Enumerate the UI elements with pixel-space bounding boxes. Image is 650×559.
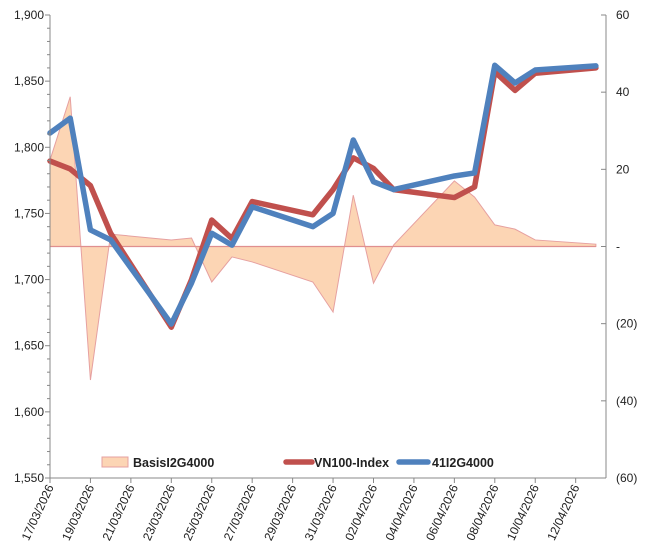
right-axis-tick-label: 20 bbox=[616, 162, 630, 176]
x-axis-tick-label: 10/04/2026 bbox=[504, 482, 542, 543]
x-axis-tick-label: 19/03/2026 bbox=[59, 482, 97, 543]
x-axis-tick-label: 21/03/2026 bbox=[100, 482, 138, 543]
right-axis-tick-label: - bbox=[616, 240, 620, 254]
x-axis-tick-label: 12/04/2026 bbox=[544, 482, 582, 543]
left-axis-tick-label: 1,550 bbox=[14, 471, 44, 485]
x-axis-tick-label: 29/03/2026 bbox=[261, 482, 299, 543]
legend-swatch-basis bbox=[101, 456, 129, 468]
x-axis-tick-label: 23/03/2026 bbox=[140, 482, 178, 543]
right-axis-tick-label: 40 bbox=[616, 85, 630, 99]
left-axis-tick-label: 1,800 bbox=[14, 140, 44, 154]
x-axis-tick-label: 17/03/2026 bbox=[19, 482, 57, 543]
right-axis-tick-label: 60 bbox=[616, 8, 630, 22]
left-axis-tick-label: 1,750 bbox=[14, 206, 44, 220]
x-axis-tick-label: 27/03/2026 bbox=[221, 482, 259, 543]
legend-label-basis: BasisI2G4000 bbox=[133, 456, 214, 470]
x-axis-tick-label: 06/04/2026 bbox=[423, 482, 461, 543]
legend: BasisI2G4000 VN100-Index 41I2G4000 bbox=[101, 456, 494, 470]
left-axis-tick-label: 1,700 bbox=[14, 273, 44, 287]
x-axis-tick-label: 02/04/2026 bbox=[342, 482, 380, 543]
x-axis-tick-label: 08/04/2026 bbox=[463, 482, 501, 543]
right-axis-tick-label: (20) bbox=[616, 317, 637, 331]
left-axis-tick-label: 1,900 bbox=[14, 8, 44, 22]
right-axis-tick-label: (60) bbox=[616, 471, 637, 485]
x-axis-tick-label: 31/03/2026 bbox=[302, 482, 340, 543]
x-axis-tick-label: 04/04/2026 bbox=[383, 482, 421, 543]
x-axis-tick-label: 25/03/2026 bbox=[180, 482, 218, 543]
left-axis-tick-label: 1,850 bbox=[14, 74, 44, 88]
left-axis-tick-label: 1,650 bbox=[14, 339, 44, 353]
legend-label-vn100: VN100-Index bbox=[314, 456, 389, 470]
right-axis-tick-label: (40) bbox=[616, 394, 637, 408]
legend-label-41i2g4000: 41I2G4000 bbox=[432, 456, 494, 470]
basis-area bbox=[49, 96, 597, 381]
left-axis-tick-label: 1,600 bbox=[14, 405, 44, 419]
series-line-41i2g4000 bbox=[47, 62, 599, 327]
